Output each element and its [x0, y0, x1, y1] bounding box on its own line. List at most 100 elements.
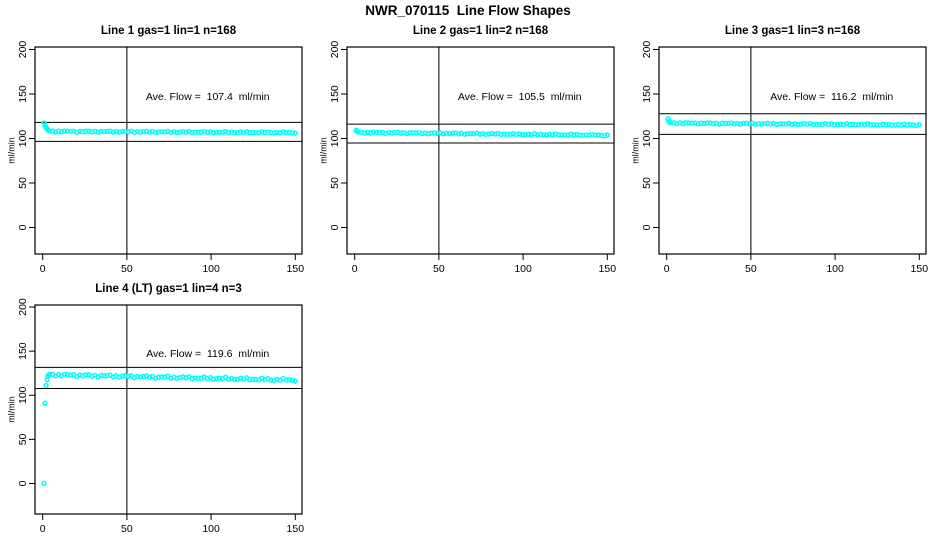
- y-tick-label: 150: [17, 342, 29, 360]
- y-tick-label: 50: [641, 177, 653, 189]
- y-tick-label: 200: [17, 298, 29, 316]
- y-tick-label: 0: [17, 480, 29, 486]
- y-tick-label: 200: [641, 41, 653, 59]
- data-point: [413, 130, 419, 136]
- y-tick-label: 200: [329, 41, 341, 59]
- data-point: [868, 122, 874, 128]
- data-point: [68, 128, 74, 135]
- y-axis-label: ml/min: [6, 396, 16, 423]
- data-point: [916, 121, 922, 128]
- plot-box: [658, 46, 927, 255]
- data-point: [283, 130, 289, 136]
- data-point: [777, 121, 783, 127]
- x-tick-label: 150: [287, 523, 305, 535]
- data-point: [583, 132, 589, 138]
- data-point: [83, 128, 89, 134]
- x-tick-label: 150: [911, 263, 929, 275]
- data-point: [468, 130, 474, 137]
- y-tick-label: 0: [17, 224, 29, 230]
- data-point: [465, 131, 471, 137]
- x-tick-label: 100: [202, 523, 220, 535]
- x-tick-label: 0: [40, 263, 46, 275]
- x-tick-label: 50: [121, 523, 133, 535]
- y-tick-label: 150: [329, 85, 341, 103]
- data-point: [904, 122, 910, 128]
- data-point: [77, 128, 83, 134]
- data-point: [780, 121, 786, 127]
- data-point: [61, 371, 68, 377]
- data-point: [377, 129, 383, 136]
- x-tick-label: 0: [40, 523, 46, 535]
- y-tick-label: 200: [17, 41, 29, 59]
- data-point: [231, 376, 238, 383]
- data-point: [213, 129, 220, 136]
- plot-box: [34, 304, 303, 515]
- y-tick-label: 100: [329, 130, 341, 148]
- y-tick-label: 0: [329, 224, 341, 230]
- data-point: [156, 129, 162, 135]
- data-point: [525, 131, 532, 137]
- data-point: [719, 120, 725, 126]
- data-point: [355, 129, 362, 135]
- data-point: [683, 120, 689, 126]
- data-point: [498, 131, 504, 138]
- data-point: [101, 128, 107, 135]
- data-point: [577, 132, 583, 138]
- data-point: [431, 130, 437, 136]
- panel-1: 0 50 100 150 0 50 100 150 200 ml/min Line 1 gas=1 …: [6, 25, 304, 275]
- y-tick-label: 50: [329, 177, 341, 189]
- data-point: [61, 128, 68, 134]
- data-point: [43, 382, 49, 389]
- data-point: [283, 377, 289, 383]
- data-point: [895, 122, 901, 128]
- y-tick-label: 50: [17, 433, 29, 445]
- x-tick-label: 100: [826, 263, 844, 275]
- data-point: [816, 121, 822, 128]
- panel-2: 0 50 100 150 0 50 100 150 200 ml/min Line 2 gas=1 …: [318, 25, 616, 275]
- data-point: [874, 122, 880, 128]
- panel-title: Line 4 (LT) gas=1 lin=4 n=3: [95, 283, 241, 295]
- data-point: [247, 130, 253, 136]
- data-point: [101, 373, 107, 379]
- data-point: [42, 400, 48, 406]
- data-point: [810, 121, 816, 128]
- data-point: [156, 374, 162, 380]
- data-point: [762, 120, 768, 127]
- data-point: [289, 130, 295, 136]
- data-point: [428, 130, 434, 136]
- y-axis-label: ml/min: [630, 137, 640, 164]
- data-point: [740, 120, 747, 127]
- data-point: [483, 131, 489, 137]
- y-tick-label: 100: [17, 130, 29, 148]
- x-tick-label: 150: [599, 263, 617, 275]
- plot-box: [34, 46, 303, 255]
- data-point: [195, 375, 201, 382]
- data-point: [231, 130, 238, 136]
- y-tick-label: 100: [17, 386, 29, 404]
- panel-3: 0 50 100 150 0 50 100 150 200 ml/min Line 3 gas=1 …: [630, 25, 928, 275]
- panel-title: Line 1 gas=1 lin=1 n=168: [101, 25, 237, 37]
- data-point: [710, 120, 716, 127]
- x-tick-label: 150: [287, 263, 305, 275]
- data-point: [250, 376, 256, 383]
- x-tick-label: 100: [514, 263, 532, 275]
- data-point: [592, 132, 598, 138]
- x-tick-label: 0: [664, 263, 670, 275]
- page-title: NWR_070115 Line Flow Shapes: [365, 3, 571, 18]
- data-point: [704, 120, 710, 126]
- data-point: [689, 120, 695, 126]
- x-tick-label: 50: [121, 263, 133, 275]
- data-point: [119, 373, 125, 379]
- data-point: [846, 122, 853, 128]
- panel-title: Line 3 gas=1 lin=3 n=168: [725, 25, 861, 37]
- ave-flow-annotation: Ave. Flow = 107.4 ml/min: [146, 91, 270, 103]
- data-point: [519, 132, 525, 138]
- data-point: [559, 132, 565, 138]
- data-point: [795, 121, 801, 128]
- data-point: [41, 480, 47, 486]
- panel-title: Line 2 gas=1 lin=2 n=168: [413, 25, 549, 37]
- data-point: [134, 129, 141, 135]
- data-point: [907, 122, 913, 128]
- data-point: [534, 132, 541, 138]
- x-tick-label: 50: [745, 263, 757, 275]
